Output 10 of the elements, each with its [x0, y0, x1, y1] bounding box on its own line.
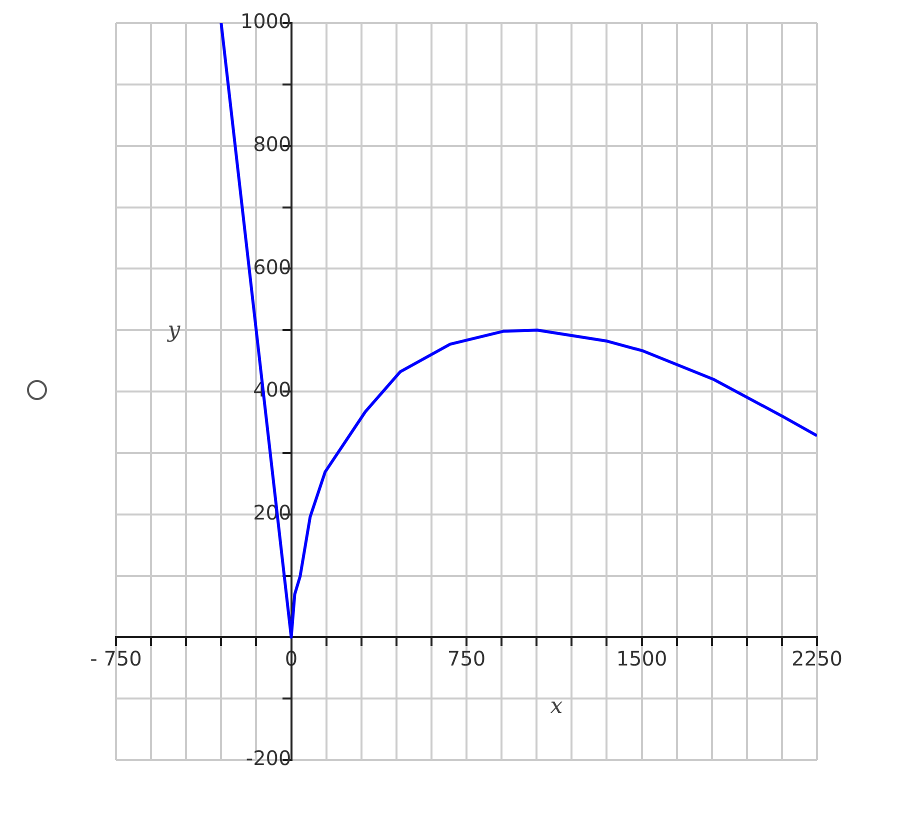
x-tick-label: 2250	[792, 646, 842, 670]
y-tick-label: 800	[253, 132, 292, 156]
y-tick-label: -200	[246, 746, 292, 770]
x-tick-label: 750	[447, 646, 486, 670]
y-axis-title: y	[166, 318, 181, 344]
y-tick-label: 600	[253, 254, 292, 279]
x-tick-label: 1500	[616, 646, 668, 670]
x-tick-label: - 750	[90, 646, 142, 670]
x-axis-title: x	[550, 694, 564, 719]
y-tick-label: 1000	[240, 9, 292, 34]
